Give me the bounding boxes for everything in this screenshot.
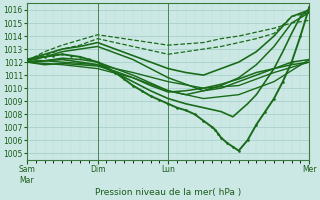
- X-axis label: Pression niveau de la mer( hPa ): Pression niveau de la mer( hPa ): [95, 188, 241, 197]
